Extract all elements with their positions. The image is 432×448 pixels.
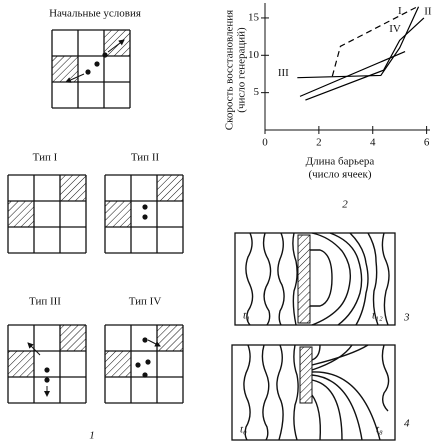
hatched-cell <box>157 325 183 351</box>
dot <box>135 362 141 368</box>
dot <box>142 204 148 210</box>
dot <box>94 61 100 67</box>
grids <box>7 29 184 404</box>
y-tick-label: 15 <box>248 11 260 23</box>
panel-4: t₀ t₈ 4 <box>231 344 410 441</box>
series-line <box>299 51 406 97</box>
hatched-cell <box>105 201 131 227</box>
dot <box>85 69 91 75</box>
hatched-cell <box>60 325 86 351</box>
dot <box>142 337 148 343</box>
series-line <box>331 6 417 77</box>
series-line <box>305 17 425 101</box>
x-tick-label: 4 <box>370 137 376 149</box>
hatched-cell <box>60 175 86 201</box>
x-tick-label: 0 <box>262 137 268 149</box>
series-label: III <box>278 67 289 79</box>
x-axis-label: (число ячеек) <box>308 169 371 181</box>
arrow <box>65 73 85 83</box>
panel-label: 2 <box>342 199 348 211</box>
y-axis-label: (число генераций) <box>236 27 248 113</box>
type-title: Тип II <box>131 152 160 164</box>
x-axis-label: Длина барьера <box>306 156 375 168</box>
time-label: t₁₂ <box>372 310 383 322</box>
time-label: t₁ <box>243 310 250 322</box>
dot <box>145 359 151 365</box>
hatched-cell <box>8 351 34 377</box>
series-label: I <box>398 5 402 17</box>
series-label: IV <box>389 23 401 35</box>
dot <box>44 367 50 373</box>
x-tick-label: 6 <box>424 137 430 149</box>
time-label: t₀ <box>240 424 247 436</box>
type-title: Тип III <box>29 296 61 308</box>
type-title: Тип I <box>33 152 58 164</box>
hatched-cell <box>104 30 130 56</box>
arrow <box>147 339 161 347</box>
initial-title: Начальные условия <box>49 8 141 20</box>
dot <box>142 372 148 378</box>
dot <box>102 52 108 58</box>
time-label: t₈ <box>376 424 383 436</box>
dot <box>142 214 148 220</box>
type-title: Тип IV <box>129 296 162 308</box>
panel-label: 3 <box>403 312 410 324</box>
arrow <box>107 39 125 53</box>
series-label: II <box>424 5 432 17</box>
hatched-cell <box>157 175 183 201</box>
y-axis-label: Скорость восстановления <box>224 10 236 130</box>
series-line <box>297 6 420 79</box>
panel-3: t₁ t₁₂ 3 <box>234 232 410 326</box>
chart: 0 2 4 6 5 10 15 Скорость восстановления (число г… <box>224 3 432 211</box>
panel-label: 1 <box>89 430 95 442</box>
hatched-cell <box>8 201 34 227</box>
y-tick-label: 5 <box>254 86 260 98</box>
hatched-cell <box>105 351 131 377</box>
x-tick-label: 2 <box>316 137 322 149</box>
hatched-cell <box>52 56 78 82</box>
panel-label: 4 <box>404 418 410 430</box>
arrow <box>27 342 41 356</box>
y-tick-label: 10 <box>248 49 260 61</box>
dot <box>44 377 50 383</box>
